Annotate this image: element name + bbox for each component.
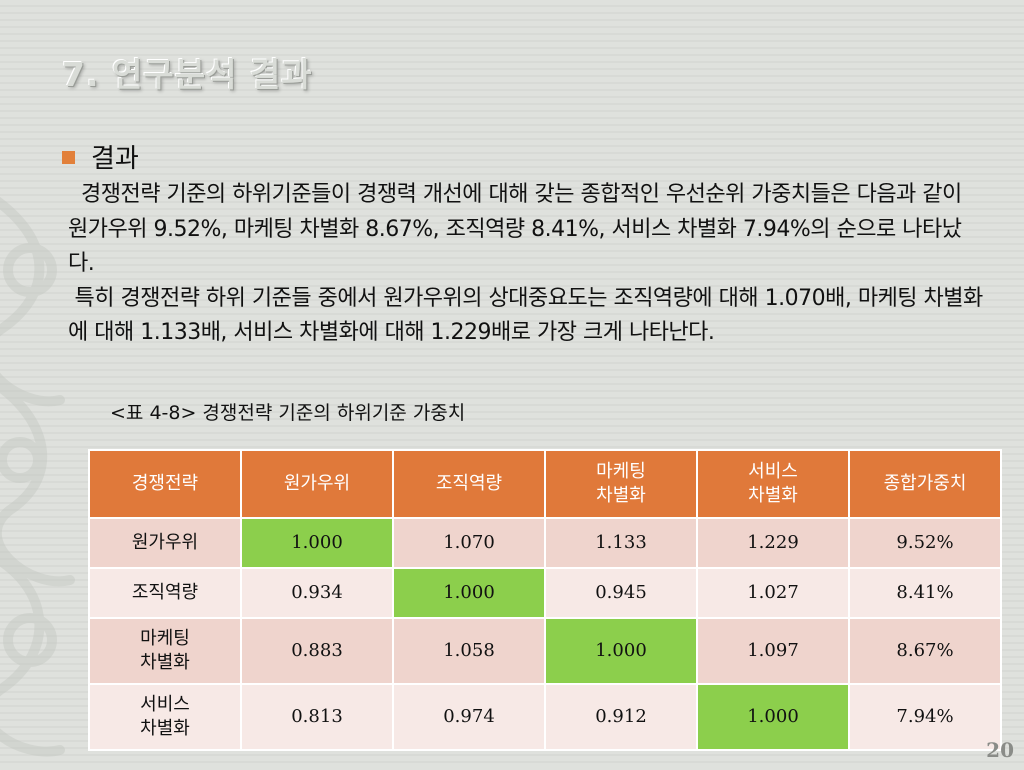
table-cell: 1.229 xyxy=(696,517,850,569)
body-text: 경쟁전략 기준의 하위기준들이 경쟁력 개선에 대해 갖는 종합적인 우선순위 … xyxy=(68,178,986,351)
table-cell: 1.070 xyxy=(392,517,546,569)
table-header-row: 경쟁전략 원가우위 조직역량 마케팅 차별화 서비스 차별화 종합가중치 xyxy=(88,449,1002,519)
bullet-label: 결과 xyxy=(91,144,139,174)
table-cell: 1.000 xyxy=(392,567,546,619)
weight-table: 경쟁전략 원가우위 조직역량 마케팅 차별화 서비스 차별화 종합가중치 원가우… xyxy=(88,449,1002,751)
table-cell: 0.883 xyxy=(240,617,394,685)
table-row: 원가우위 1.000 1.070 1.133 1.229 9.52% xyxy=(88,517,1002,569)
table-row: 서비스 차별화 0.813 0.974 0.912 1.000 7.94% xyxy=(88,683,1002,751)
table-cell: 1.097 xyxy=(696,617,850,685)
decorative-ornament xyxy=(0,197,75,757)
bullet-square-icon xyxy=(62,151,75,164)
table-cell: 1.000 xyxy=(696,683,850,751)
table-cell: 1.000 xyxy=(240,517,394,569)
table-row: 마케팅 차별화 0.883 1.058 1.000 1.097 8.67% xyxy=(88,617,1002,685)
row-label: 조직역량 xyxy=(88,567,242,619)
row-label: 원가우위 xyxy=(88,517,242,569)
header-cell: 경쟁전략 xyxy=(88,449,242,519)
table-caption: <표 4-8> 경쟁전략 기준의 하위기준 가중치 xyxy=(110,402,466,424)
header-cell: 종합가중치 xyxy=(848,449,1002,519)
header-cell: 조직역량 xyxy=(392,449,546,519)
header-cell: 원가우위 xyxy=(240,449,394,519)
table-cell: 1.058 xyxy=(392,617,546,685)
row-label: 서비스 차별화 xyxy=(88,683,242,751)
table-cell: 1.000 xyxy=(544,617,698,685)
table-cell: 1.133 xyxy=(544,517,698,569)
table-cell: 0.934 xyxy=(240,567,394,619)
table-cell: 0.974 xyxy=(392,683,546,751)
paragraph-2: 특히 경쟁전략 하위 기준들 중에서 원가우위의 상대중요도는 조직역량에 대해… xyxy=(68,285,983,346)
page-number: 20 xyxy=(986,738,1014,762)
bullet-heading: 결과 xyxy=(62,138,139,175)
slide-title: 7. 연구분석 결과 xyxy=(62,55,313,94)
table-cell: 8.41% xyxy=(848,567,1002,619)
table-cell: 9.52% xyxy=(848,517,1002,569)
row-label: 마케팅 차별화 xyxy=(88,617,242,685)
table-cell: 0.912 xyxy=(544,683,698,751)
table-cell: 1.027 xyxy=(696,567,850,619)
table-cell: 0.813 xyxy=(240,683,394,751)
header-cell: 마케팅 차별화 xyxy=(544,449,698,519)
table-cell: 7.94% xyxy=(848,683,1002,751)
header-cell: 서비스 차별화 xyxy=(696,449,850,519)
paragraph-1: 경쟁전략 기준의 하위기준들이 경쟁력 개선에 대해 갖는 종합적인 우선순위 … xyxy=(68,182,969,276)
table-cell: 8.67% xyxy=(848,617,1002,685)
table-row: 조직역량 0.934 1.000 0.945 1.027 8.41% xyxy=(88,567,1002,619)
table-cell: 0.945 xyxy=(544,567,698,619)
